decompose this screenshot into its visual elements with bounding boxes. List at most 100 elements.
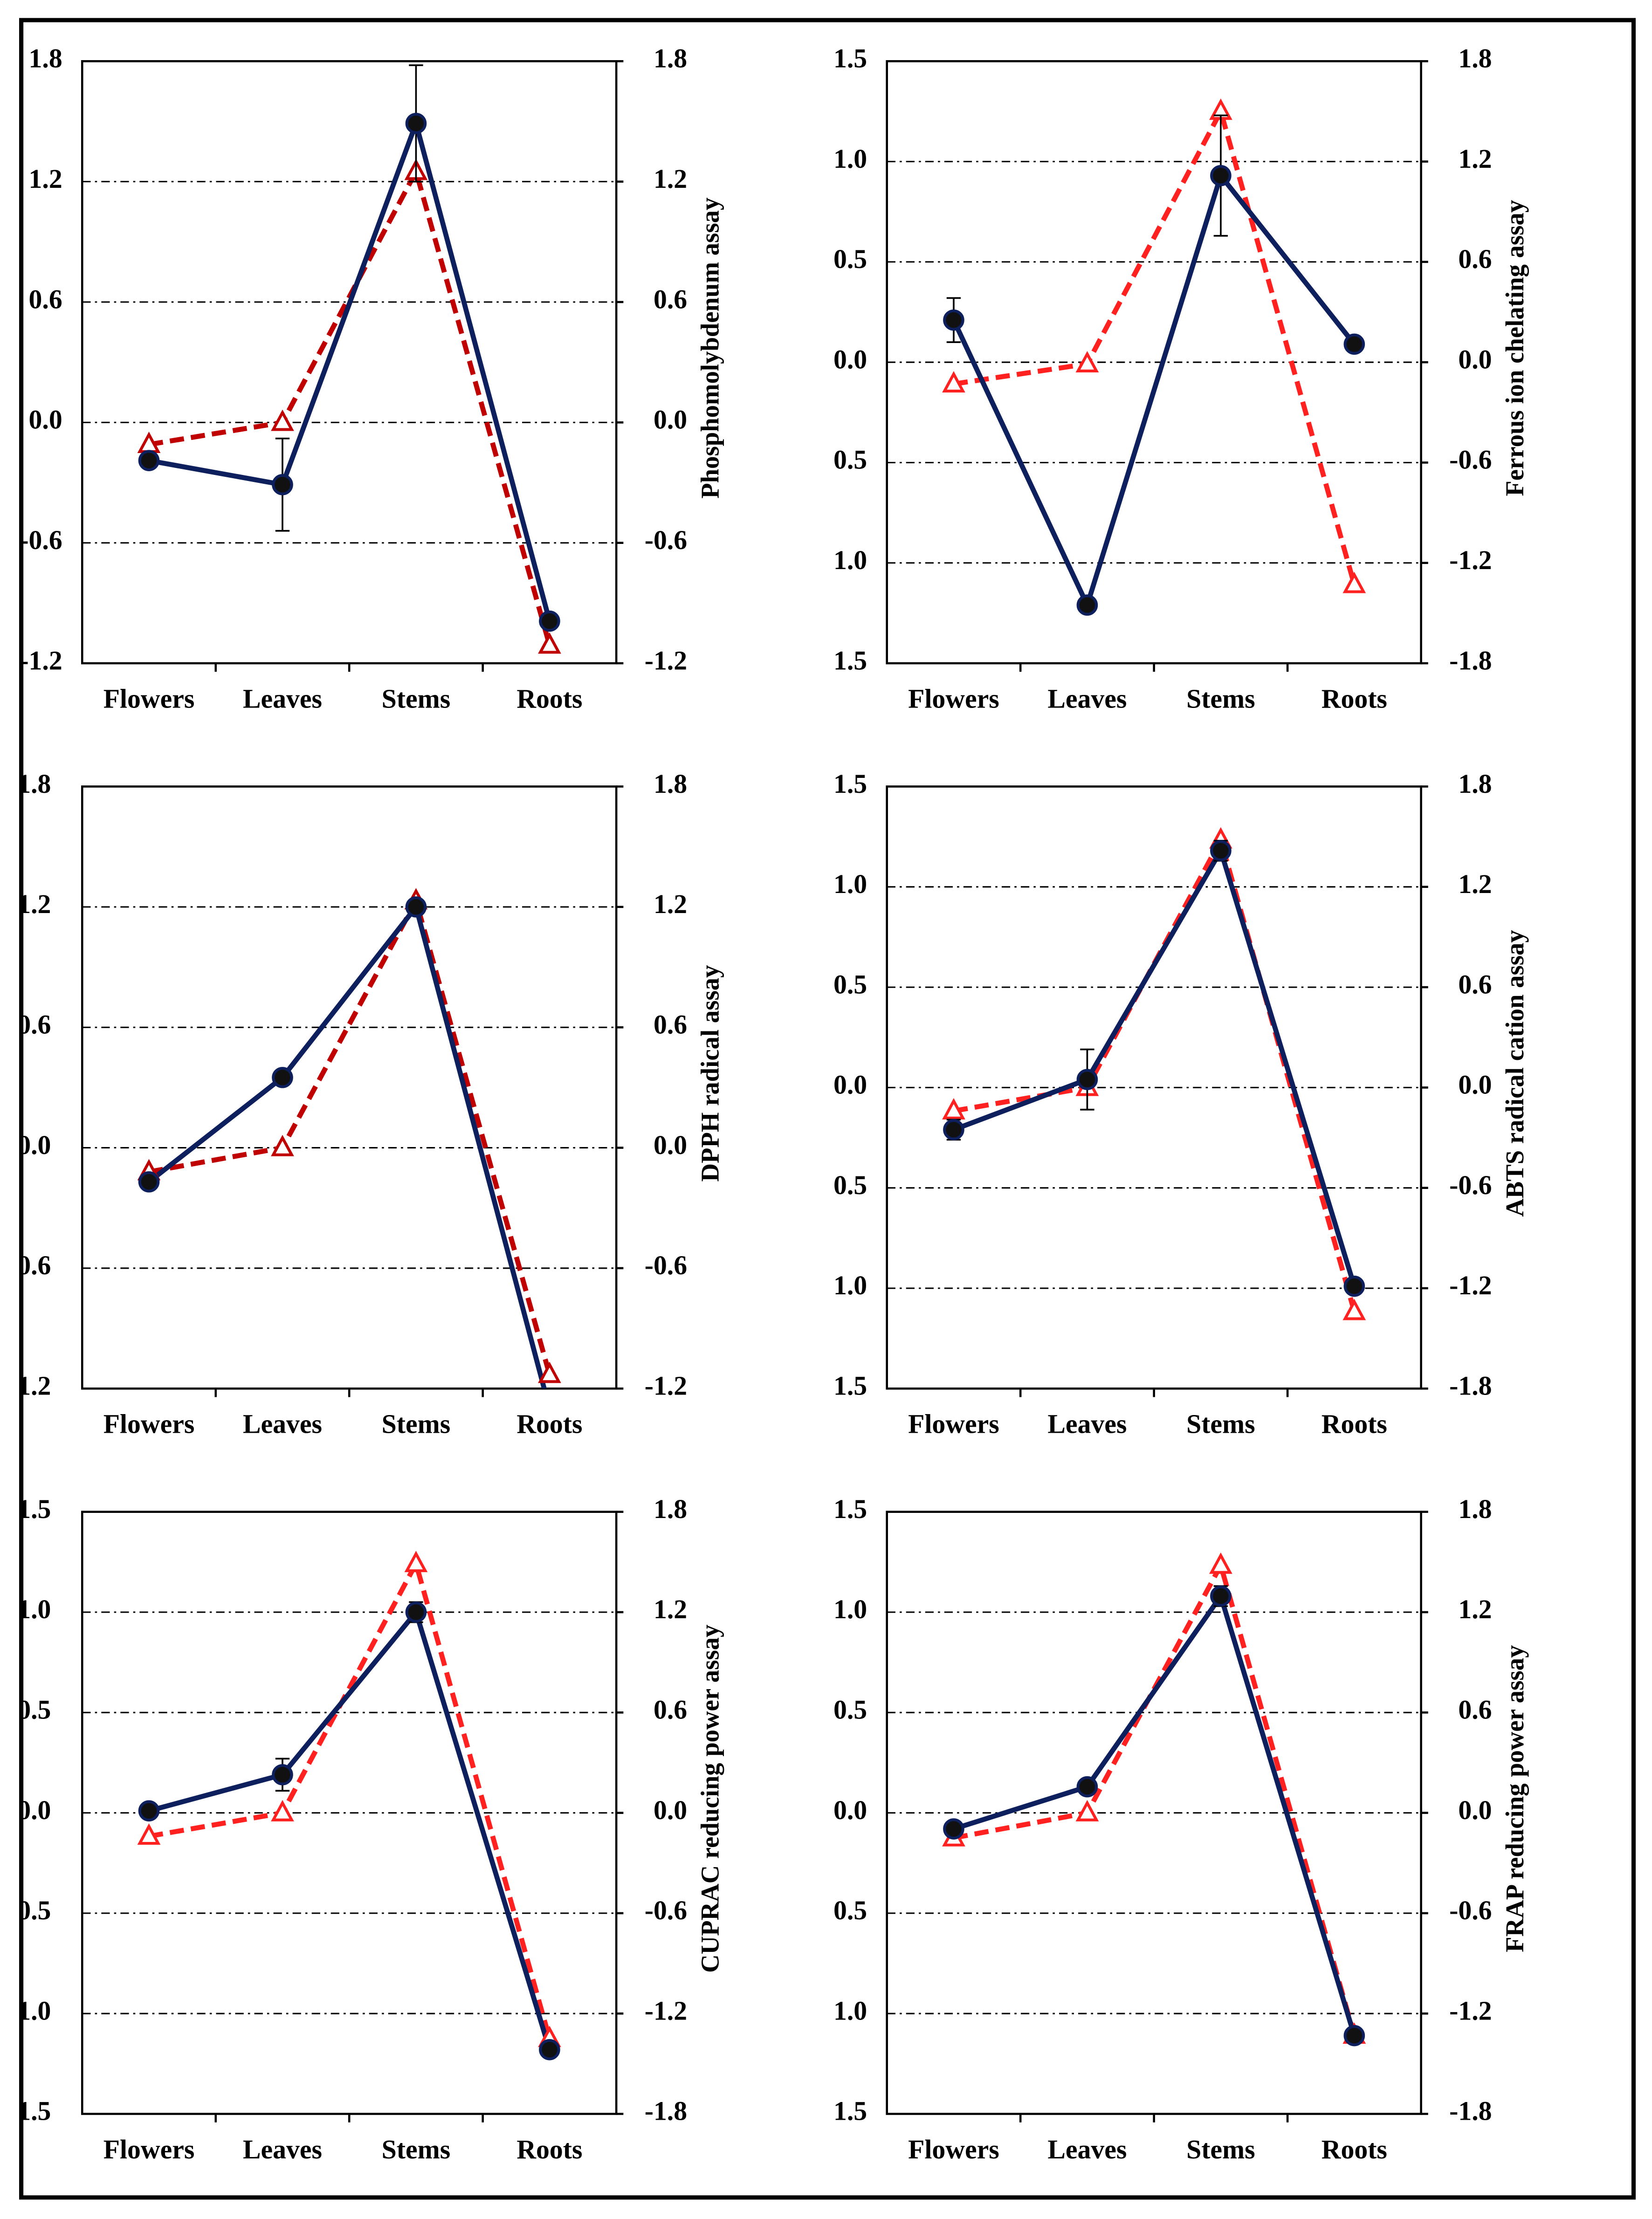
y2-tick-label: 0.6 [1458,1696,1492,1725]
marker [1076,1069,1098,1090]
y2-tick-label: 1.2 [654,165,687,194]
y-tick-label: 1.0 [833,144,867,174]
y2-tick-label: -0.6 [645,1251,687,1280]
y-tick-labels: 1.5 1.0 0.5 0.0 -0.5 -1.0 -1.5 [825,769,867,1401]
y2-axis-title: Phosphomolybdenum assay [695,198,724,499]
y-tick-label: 0.0 [17,1131,51,1160]
series-line [148,1609,552,2051]
marker [1210,1585,1232,1607]
x-tick-label: Leaves [243,1410,322,1439]
x-tick-label: Stems [382,1410,451,1439]
y-tick-label: 1.0 [17,1595,51,1624]
y2-axis-title: ABTS radical cation assay [1501,930,1529,1216]
series-line [147,904,547,1389]
y2-tick-label: 0.6 [654,1696,687,1725]
y2-tick-label: 1.2 [1458,870,1492,899]
y-tick-label: -0.6 [8,1251,51,1280]
y-tick-label: -0.5 [8,1896,51,1925]
y-tick-label: -1.5 [825,1372,867,1401]
x-tick-label: Leaves [1047,684,1127,714]
marker [1076,1776,1098,1798]
x-tick-label: Stems [382,684,451,714]
y2-tick-label: -0.6 [1449,1171,1492,1200]
y-tick-label: 0.0 [833,1796,867,1825]
y2-tick-label: 1.2 [1458,1595,1492,1624]
y-tick-label: 1.2 [29,165,62,194]
marker [272,1764,293,1786]
y-tick-label: 1.8 [29,44,62,74]
marker [271,1134,294,1156]
marker [1076,594,1098,616]
marker [942,1098,965,1120]
marker [1210,840,1232,862]
y-tick-label: 0.0 [833,345,867,374]
y2-tick-label: -1.2 [1449,546,1492,575]
y-tick-labels: 1.8 1.2 0.6 0.0 -0.6 -1.2 [20,44,62,676]
y2-tick-label: 1.8 [1458,1495,1492,1524]
y-tick-label: 1.2 [17,890,51,919]
y-tick-label: 0.6 [17,1010,51,1039]
marker [405,1601,427,1623]
marker [272,474,293,495]
marker [138,1800,160,1822]
marker [942,371,965,393]
y-tick-label: 0.5 [17,1696,51,1725]
y2-tick-label: -1.2 [645,1372,687,1401]
y-tick-label: -1.0 [825,546,867,575]
y-tick-label: -0.5 [825,1896,867,1925]
x-tick-label: Roots [1322,1410,1387,1439]
y2-axis-title: FRAP reducing power assay [1501,1645,1529,1952]
y2-tick-label: 0.0 [1458,345,1492,374]
marker [538,1361,561,1383]
y-tick-label: -1.5 [8,2097,51,2126]
x-tick-label: Flowers [103,1410,195,1439]
x-tick-label: Leaves [1047,1410,1127,1439]
marker [272,1067,293,1088]
plot-content [137,1551,561,2061]
y-tick-label: -0.6 [20,526,62,555]
marker [137,1823,161,1845]
y-tick-label: -1.5 [825,646,867,675]
y-tick-label: -1.0 [8,1996,51,2026]
marker [538,632,561,654]
marker [943,1818,964,1840]
marker [138,1171,160,1193]
series-line [953,109,1357,585]
y-tick-label: 1.5 [833,1495,867,1524]
y2-tick-label: 0.0 [654,1131,687,1160]
marker [405,112,427,134]
marker [943,1119,964,1140]
series-line [148,1561,552,2040]
y2-tick-label: 1.8 [654,769,687,799]
y-tick-label: 0.0 [29,405,62,435]
y2-axis-title: DPPH radical assay [695,965,724,1182]
y2-tick-label: -0.6 [1449,446,1492,475]
series-line [951,173,1356,608]
y2-tick-label: 1.8 [654,1495,687,1524]
series-line [953,1594,1357,2037]
y-tick-label: 1.5 [17,1495,51,1524]
y2-tick-label: 0.0 [654,405,687,435]
series-line [953,848,1357,1287]
y2-tick-label: 0.0 [654,1796,687,1825]
x-tick-label: Leaves [1047,2135,1127,2164]
y-tick-labels: 1.5 1.0 0.5 0.0 -0.5 -1.0 -1.5 [825,1495,867,2126]
y2-tick-label: 1.8 [1458,769,1492,799]
y-tick-labels: 1.5 1.0 0.5 0.0 -0.5 -1.0 -1.5 [825,44,867,676]
x-tick-label: Leaves [243,2135,322,2164]
y-tick-label: -1.5 [825,2097,867,2126]
y-tick-label: 0.0 [833,1071,867,1100]
y2-tick-label: 1.2 [1458,144,1492,174]
y-tick-label: 1.5 [833,44,867,74]
x-tick-label: Roots [516,684,582,714]
y2-tick-label: 0.0 [1458,1071,1492,1100]
series-line [148,121,552,622]
x-tick-label: Stems [1186,684,1255,714]
y-tick-label: -1.0 [825,1996,867,2026]
marker [1342,571,1366,593]
x-tick-label: Flowers [908,1410,999,1439]
marker [943,309,964,331]
y-tick-label: 0.5 [833,1696,867,1725]
